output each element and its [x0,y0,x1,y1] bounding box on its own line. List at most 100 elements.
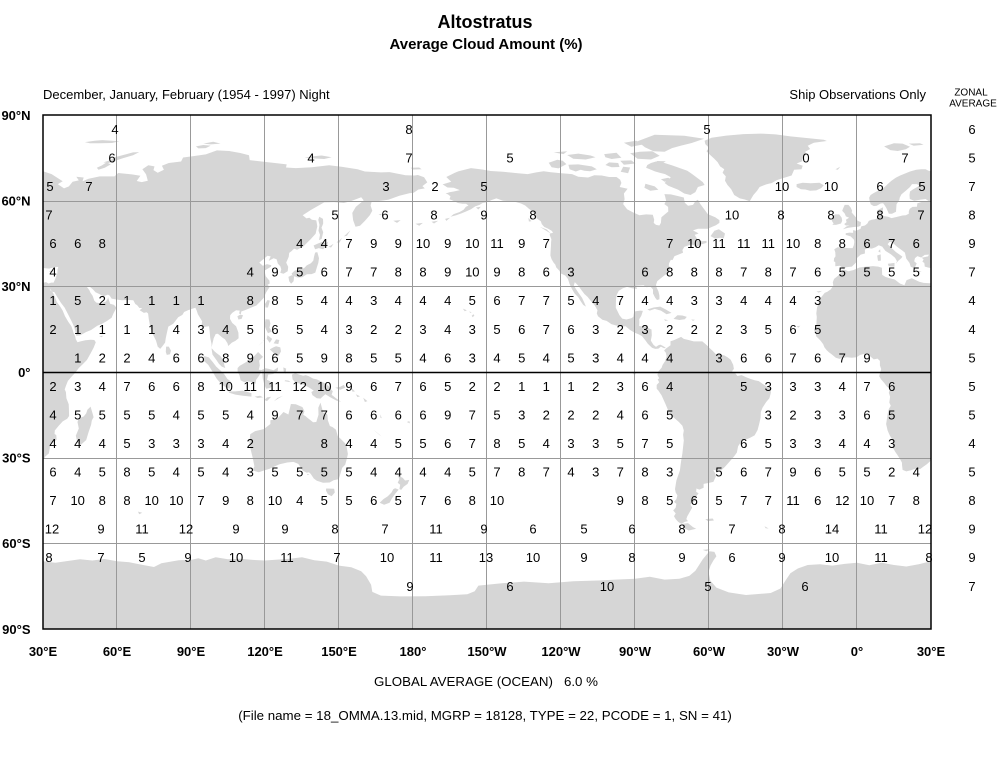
svg-text:7: 7 [863,379,870,394]
svg-text:3: 3 [173,436,180,451]
svg-text:2: 2 [691,322,698,337]
svg-text:4: 4 [641,293,648,308]
svg-text:7: 7 [345,236,352,251]
svg-text:7: 7 [197,493,204,508]
svg-text:8: 8 [469,493,476,508]
svg-text:8: 8 [123,465,130,480]
svg-text:3: 3 [592,465,599,480]
svg-text:4: 4 [247,265,254,280]
svg-text:11: 11 [762,236,776,251]
svg-text:4: 4 [173,465,180,480]
svg-text:8: 8 [968,208,975,223]
svg-text:7: 7 [419,493,426,508]
svg-text:30°E: 30°E [29,644,58,659]
svg-text:6: 6 [628,522,635,537]
svg-text:4: 4 [839,436,846,451]
svg-text:2: 2 [592,407,599,422]
svg-text:7: 7 [839,350,846,365]
svg-text:11: 11 [135,522,149,537]
svg-text:6: 6 [173,379,180,394]
svg-text:11: 11 [429,550,443,565]
svg-text:3: 3 [641,322,648,337]
svg-text:10: 10 [526,550,540,565]
svg-text:4: 4 [321,293,328,308]
svg-text:4: 4 [49,436,56,451]
svg-text:10: 10 [70,493,84,508]
svg-text:5: 5 [666,493,673,508]
svg-text:5: 5 [704,579,711,594]
svg-text:4: 4 [968,293,975,308]
svg-text:4: 4 [321,236,328,251]
svg-text:5: 5 [469,293,476,308]
svg-text:4: 4 [913,465,920,480]
svg-text:8: 8 [222,350,229,365]
svg-text:12: 12 [918,522,932,537]
svg-text:5: 5 [148,407,155,422]
svg-text:6: 6 [148,379,155,394]
svg-text:6: 6 [370,379,377,394]
svg-text:4: 4 [222,436,229,451]
svg-text:3: 3 [592,350,599,365]
svg-text:3: 3 [567,265,574,280]
svg-text:6: 6 [765,350,772,365]
svg-text:4: 4 [666,379,673,394]
svg-text:7: 7 [333,550,340,565]
svg-text:7: 7 [968,179,975,194]
svg-text:4: 4 [345,436,352,451]
svg-text:6: 6 [49,236,56,251]
svg-text:4: 4 [444,322,451,337]
svg-text:6: 6 [345,407,352,422]
svg-text:9: 9 [863,350,870,365]
svg-text:10: 10 [490,493,504,508]
svg-text:8: 8 [691,265,698,280]
svg-text:4: 4 [395,293,402,308]
svg-text:6: 6 [801,579,808,594]
svg-text:60°S: 60°S [2,536,31,551]
svg-text:5: 5 [863,265,870,280]
svg-text:4: 4 [99,379,106,394]
svg-text:4: 4 [666,350,673,365]
svg-text:60°E: 60°E [103,644,132,659]
svg-text:60°W: 60°W [693,644,726,659]
svg-text:150°E: 150°E [321,644,357,659]
svg-text:6: 6 [641,265,648,280]
svg-text:12: 12 [835,493,849,508]
svg-text:4: 4 [493,350,500,365]
svg-text:5: 5 [493,322,500,337]
svg-text:1: 1 [99,322,106,337]
svg-text:8: 8 [778,522,785,537]
svg-text:5: 5 [138,550,145,565]
svg-text:6: 6 [173,350,180,365]
svg-text:4: 4 [296,236,303,251]
svg-text:5: 5 [247,322,254,337]
svg-text:9: 9 [678,550,685,565]
svg-text:5: 5 [888,407,895,422]
svg-text:5: 5 [617,436,624,451]
svg-text:7: 7 [370,265,377,280]
svg-text:5: 5 [197,407,204,422]
svg-text:4: 4 [567,465,574,480]
svg-text:6: 6 [888,379,895,394]
svg-text:4: 4 [370,436,377,451]
svg-text:8: 8 [876,208,883,223]
svg-text:5: 5 [567,293,574,308]
svg-text:9: 9 [968,522,975,537]
svg-text:6: 6 [444,493,451,508]
svg-text:Altostratus: Altostratus [437,12,532,32]
svg-text:2: 2 [395,322,402,337]
svg-text:6: 6 [863,236,870,251]
svg-text:4: 4 [222,465,229,480]
svg-text:5: 5 [480,179,487,194]
svg-text:1: 1 [148,293,155,308]
svg-text:1: 1 [148,322,155,337]
svg-text:2: 2 [123,350,130,365]
svg-text:90°S: 90°S [2,622,31,637]
svg-text:11: 11 [280,550,294,565]
svg-text:3: 3 [345,322,352,337]
svg-text:2: 2 [49,322,56,337]
svg-text:5: 5 [296,350,303,365]
svg-text:4: 4 [968,322,975,337]
svg-text:8: 8 [45,550,52,565]
svg-text:11: 11 [429,522,443,537]
svg-text:1: 1 [74,322,81,337]
